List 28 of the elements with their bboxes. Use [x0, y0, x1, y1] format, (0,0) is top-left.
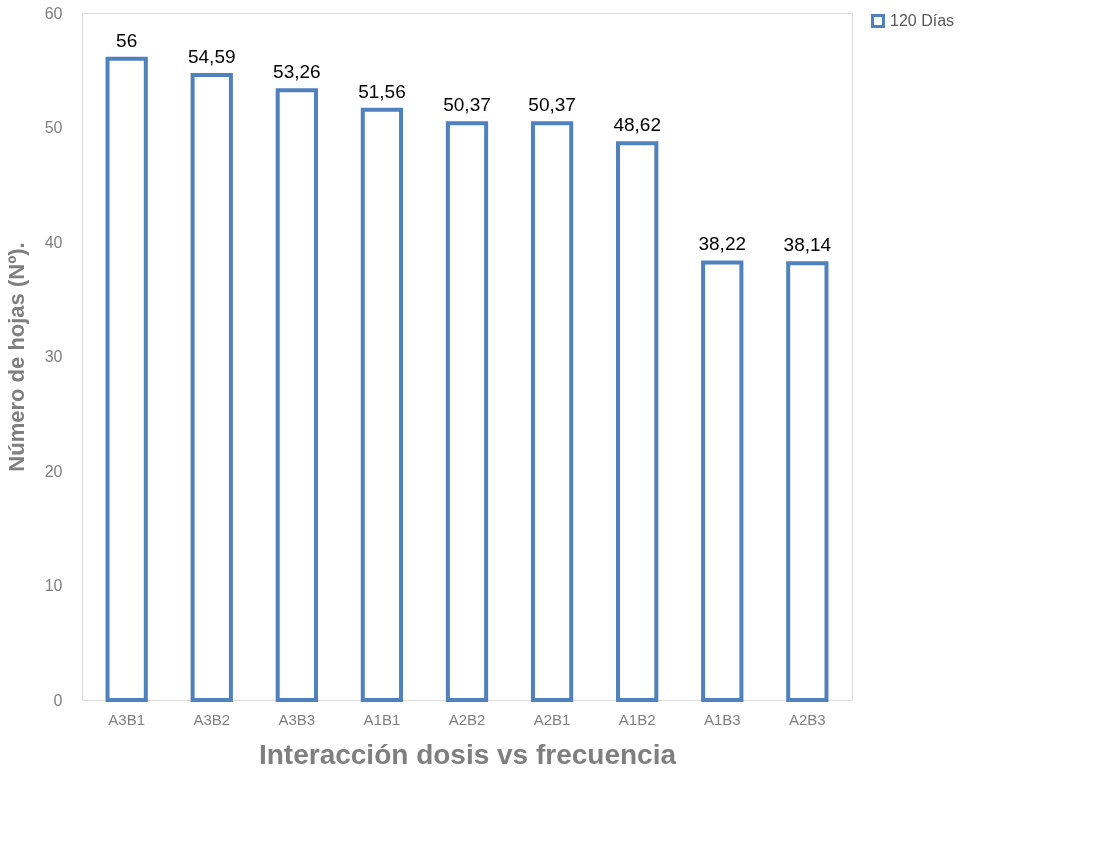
- x-tick-label: A1B2: [618, 710, 656, 728]
- x-tick-label: A2B3: [788, 710, 826, 728]
- text: 48,62: [613, 114, 661, 136]
- text: 38,14: [783, 234, 832, 256]
- x-axis-title: Interacción dosis vs frecuencia: [258, 738, 677, 770]
- text: 53,26: [273, 61, 321, 83]
- x-tick-label: A3B1: [108, 710, 146, 728]
- text: 50,37: [443, 94, 491, 116]
- y-tick-label: 50: [44, 119, 63, 136]
- y-tick-label: 40: [44, 233, 63, 251]
- x-tick-label: A1B3: [703, 710, 741, 728]
- x-tick-label: A3B3: [278, 710, 316, 728]
- y-tick-label: 60: [44, 4, 63, 22]
- legend-label: 120 Días: [890, 12, 955, 29]
- y-tick-label: 10: [44, 577, 63, 594]
- text: 51,56: [358, 80, 406, 102]
- text: 50,37: [528, 94, 576, 116]
- x-tick-label: A2B1: [533, 710, 571, 728]
- y-tick-label: 30: [44, 348, 63, 365]
- text: 54,59: [187, 45, 236, 67]
- x-tick-label: A1B1: [363, 710, 401, 728]
- y-tick-label: 20: [44, 462, 63, 480]
- text: 56: [116, 29, 138, 51]
- y-axis-title: Número de hojas (Nº).: [3, 242, 29, 472]
- x-tick-label: A2B2: [448, 710, 486, 728]
- y-tick-label: 0: [53, 691, 63, 709]
- text: 38,22: [698, 233, 747, 255]
- x-tick-label: A3B2: [193, 710, 231, 728]
